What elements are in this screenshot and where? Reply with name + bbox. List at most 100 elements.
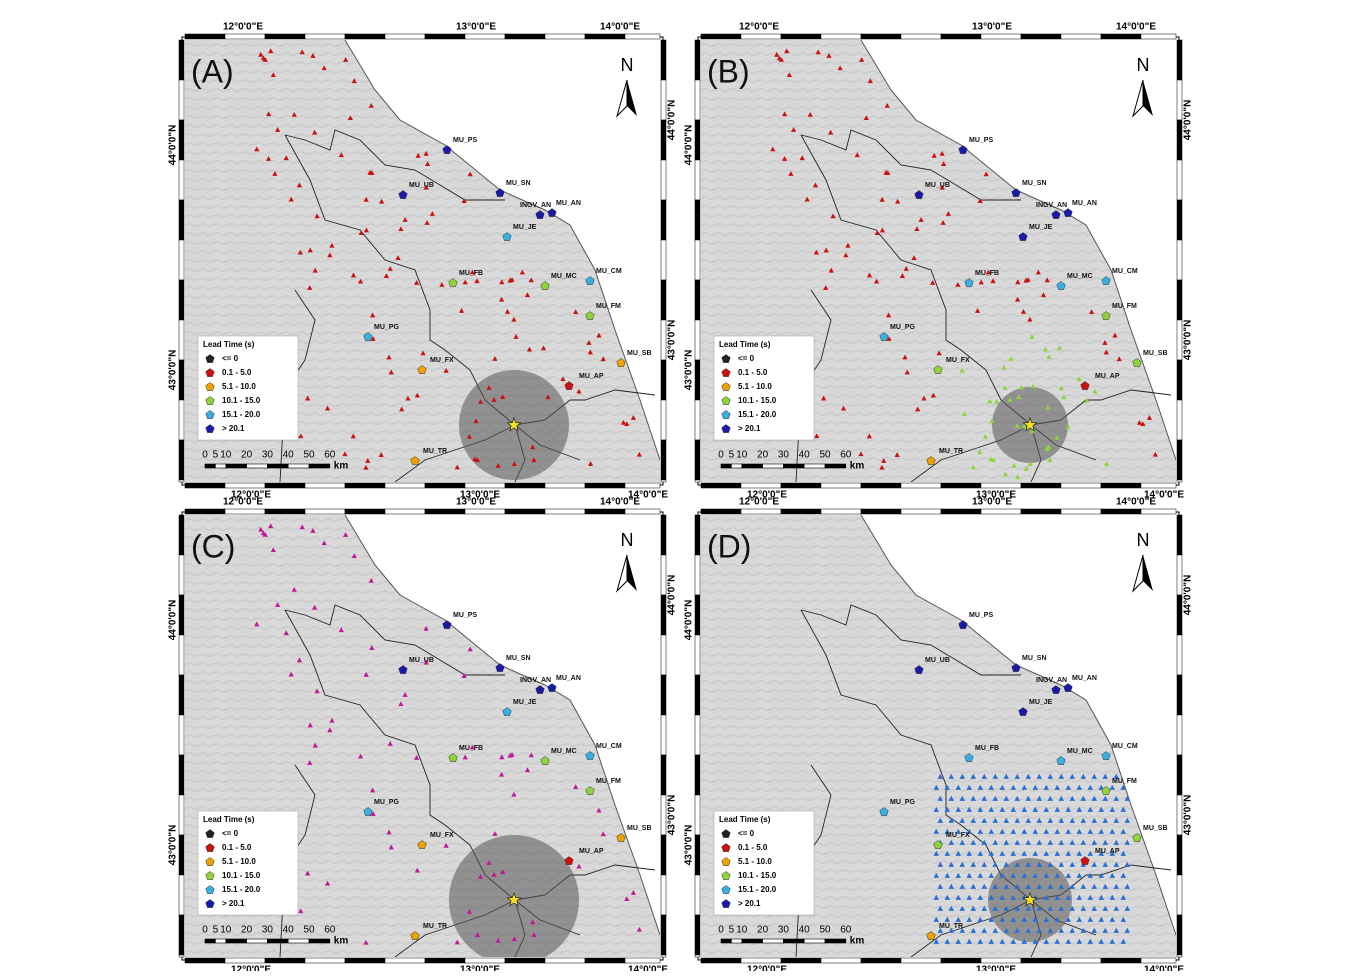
lon-label: 14°0'0"E <box>628 965 668 971</box>
scale-label: 0 <box>202 925 208 936</box>
frame-tick <box>385 34 425 39</box>
frame-tick <box>505 483 545 488</box>
frame-tick <box>695 635 700 675</box>
scale-label: 30 <box>262 450 274 461</box>
lat-label: 44°0'0"N <box>1183 575 1194 616</box>
station-label: MU_MC <box>551 748 577 755</box>
lat-label: 43°0'0"N <box>667 320 678 361</box>
frame-tick <box>695 795 700 835</box>
station-label: MU_FM <box>1112 778 1137 785</box>
frame-tick <box>305 483 345 488</box>
station-label: MU_SB <box>1143 825 1168 832</box>
frame-tick <box>661 360 666 400</box>
frame-tick <box>179 40 184 80</box>
legend-title: Lead Time (s) <box>719 340 771 349</box>
legend-label: > 20.1 <box>738 899 761 908</box>
scale-segment <box>742 464 763 468</box>
scale-segment <box>731 464 741 468</box>
scale-label: 5 <box>729 450 735 461</box>
legend-label: <= 0 <box>738 829 755 838</box>
legend-title: Lead Time (s) <box>719 815 771 824</box>
station-label: MU_CM <box>1112 268 1138 275</box>
lon-label: 13°0'0"E <box>460 965 500 971</box>
frame-tick <box>1061 958 1101 963</box>
frame-tick <box>901 958 941 963</box>
station-label: MU_JE <box>1029 224 1053 231</box>
frame-tick <box>821 958 861 963</box>
lon-label: 13°0'0"E <box>976 965 1016 971</box>
station-label: MU_SN <box>1022 180 1047 187</box>
station-label: MU_CM <box>1112 743 1138 750</box>
frame-tick <box>1177 80 1182 120</box>
frame-tick <box>225 509 265 514</box>
legend-label: > 20.1 <box>222 899 245 908</box>
frame-tick <box>585 483 625 488</box>
frame-tick <box>661 955 666 957</box>
frame-tick <box>185 958 225 963</box>
frame-tick <box>981 34 1021 39</box>
legend-label: 5.1 - 10.0 <box>738 857 772 866</box>
scale-unit: km <box>850 936 865 947</box>
station-label: MU_PG <box>374 799 399 806</box>
frame-tick <box>701 958 741 963</box>
station-label: MU_SB <box>1143 350 1168 357</box>
frame-tick <box>1177 795 1182 835</box>
legend-title: Lead Time (s) <box>203 815 255 824</box>
frame-tick <box>695 120 700 160</box>
frame-tick <box>695 515 700 555</box>
legend-label: 0.1 - 5.0 <box>222 368 252 377</box>
lon-label: 13°0'0"E <box>456 497 496 508</box>
station-label: MU_FX <box>430 357 454 364</box>
station-label: MU_FM <box>596 778 621 785</box>
lat-label: 44°0'0"N <box>168 600 179 641</box>
legend: Lead Time (s)<= 00.1 - 5.05.1 - 10.010.1… <box>714 336 814 440</box>
scale-segment <box>742 939 763 943</box>
frame-tick <box>425 509 465 514</box>
lat-label: 43°0'0"N <box>168 825 179 866</box>
legend-label: 10.1 - 15.0 <box>222 871 261 880</box>
panel-label: (D) <box>707 528 751 564</box>
panel-label: (B) <box>707 53 750 89</box>
frame-tick <box>265 34 305 39</box>
frame-tick <box>505 34 545 39</box>
frame-tick <box>981 958 1021 963</box>
frame-tick <box>661 160 666 200</box>
frame-tick <box>901 483 941 488</box>
legend-label: 0.1 - 5.0 <box>222 843 252 852</box>
frame-tick <box>1021 958 1061 963</box>
frame-tick <box>695 675 700 715</box>
frame-tick <box>179 595 184 635</box>
frame-tick <box>695 360 700 400</box>
scale-segment <box>783 464 804 468</box>
frame-tick <box>179 280 184 320</box>
station-label: MU_UB <box>925 182 950 189</box>
frame-tick <box>861 958 901 963</box>
frame-tick <box>861 509 901 514</box>
frame-tick <box>695 200 700 240</box>
station-label: MU_JE <box>513 699 537 706</box>
legend-label: 5.1 - 10.0 <box>222 382 256 391</box>
frame-tick <box>465 958 505 963</box>
station-label: MU_FB <box>459 745 483 752</box>
frame-tick <box>179 480 184 482</box>
frame-tick <box>661 675 666 715</box>
frame-tick <box>465 509 505 514</box>
scale-segment <box>288 464 309 468</box>
station-label: MU_JE <box>513 224 537 231</box>
frame-tick <box>661 120 666 160</box>
lat-label: 43°0'0"N <box>1183 795 1194 836</box>
lon-label: 14°0'0"E <box>600 497 640 508</box>
frame-tick <box>1177 40 1182 80</box>
figure: MU_PSMU_SNMU_UBINGV_ANMU_ANMU_JEMU_FBMU_… <box>0 0 1357 971</box>
frame-tick <box>585 958 625 963</box>
frame-tick <box>265 483 305 488</box>
frame-tick <box>695 755 700 795</box>
frame-tick <box>1101 958 1141 963</box>
station-label: MU_FB <box>975 745 999 752</box>
frame-tick <box>185 483 225 488</box>
frame-tick <box>695 160 700 200</box>
scale-label: 10 <box>220 925 232 936</box>
map-panel: MU_PSMU_SNMU_UBINGV_ANMU_ANMU_JEMU_FBMU_… <box>168 22 678 501</box>
scale-unit: km <box>334 936 349 947</box>
